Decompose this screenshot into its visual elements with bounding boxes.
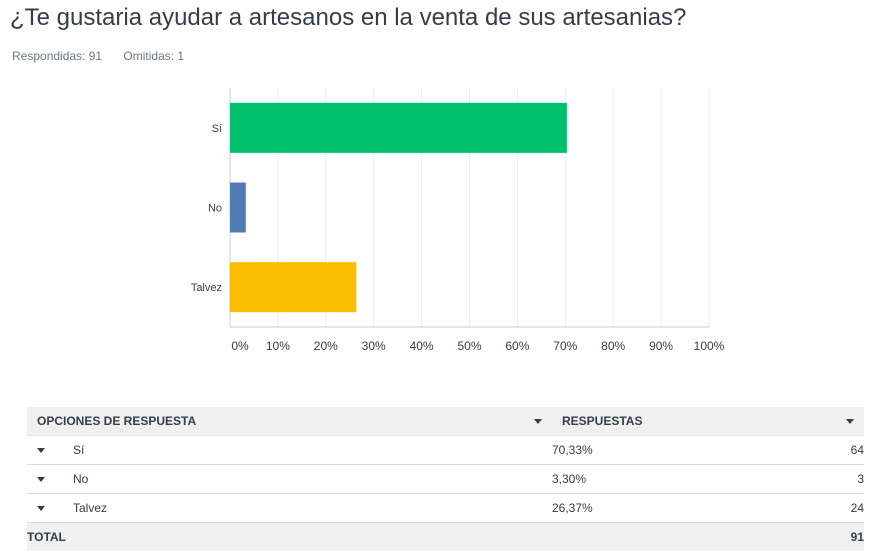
- table-row: Talvez 26,37% 24: [27, 493, 864, 523]
- bar-chart: Sí No Talvez 0% 10% 20% 30% 40% 50% 60% 70% 80% 90%…: [191, 88, 725, 353]
- row-percent: 70,33%: [552, 435, 764, 465]
- x-tick-label: 0%: [231, 339, 249, 353]
- row-count: 3: [764, 464, 864, 494]
- header-options[interactable]: OPCIONES DE RESPUESTA: [27, 407, 552, 436]
- category-label: Talvez: [191, 282, 222, 294]
- category-labels: Sí No Talvez: [191, 123, 222, 294]
- total-count: 91: [764, 522, 864, 551]
- bars: [230, 102, 567, 313]
- x-tick-label: 60%: [505, 339, 529, 353]
- x-tick-labels: 0% 10% 20% 30% 40% 50% 60% 70% 80% 90% 100%: [231, 339, 724, 353]
- row-percent: 26,37%: [552, 493, 764, 523]
- row-option: Talvez: [73, 501, 108, 515]
- row-percent: 3,30%: [552, 464, 764, 494]
- table-total-row: TOTAL 91: [27, 522, 864, 551]
- x-tick-label: 70%: [553, 339, 577, 353]
- row-option: No: [73, 472, 89, 486]
- bar-2: [230, 182, 246, 233]
- row-option: Sí: [73, 443, 85, 457]
- row-count: 64: [764, 435, 864, 465]
- expand-row-icon[interactable]: [37, 505, 45, 511]
- sort-options-icon[interactable]: [534, 418, 542, 424]
- expand-row-icon[interactable]: [37, 476, 45, 482]
- expand-row-icon[interactable]: [37, 447, 45, 453]
- bar-1: [230, 102, 567, 153]
- category-label: No: [208, 203, 222, 215]
- bar-3: [230, 262, 357, 313]
- response-summary: Respondidas: 91 Omitidas: 1: [12, 49, 202, 63]
- x-tick-label: 50%: [457, 339, 481, 353]
- x-tick-label: 40%: [410, 339, 434, 353]
- table-row: Sí 70,33% 64: [27, 435, 864, 465]
- answered-count: Respondidas: 91: [12, 49, 103, 63]
- x-tick-label: 10%: [266, 339, 290, 353]
- x-tick-label: 80%: [601, 339, 625, 353]
- question-title: ¿Te gustaria ayudar a artesanos en la ve…: [10, 4, 687, 31]
- total-label: TOTAL: [27, 522, 552, 551]
- x-tick-label: 100%: [694, 339, 725, 353]
- header-responses-label: RESPUESTAS: [562, 414, 643, 428]
- x-tick-label: 30%: [362, 339, 386, 353]
- row-count: 24: [764, 493, 864, 523]
- skipped-count: Omitidas: 1: [123, 49, 185, 63]
- header-responses[interactable]: RESPUESTAS: [552, 407, 864, 436]
- header-options-label: OPCIONES DE RESPUESTA: [37, 414, 197, 428]
- category-label: Sí: [212, 123, 222, 135]
- table-row: No 3,30% 3: [27, 464, 864, 494]
- response-table: OPCIONES DE RESPUESTA RESPUESTAS Sí 70,3…: [27, 407, 864, 551]
- x-tick-label: 20%: [314, 339, 338, 353]
- table-header-row: OPCIONES DE RESPUESTA RESPUESTAS: [27, 407, 864, 436]
- x-tick-label: 90%: [649, 339, 673, 353]
- sort-responses-icon[interactable]: [846, 418, 854, 424]
